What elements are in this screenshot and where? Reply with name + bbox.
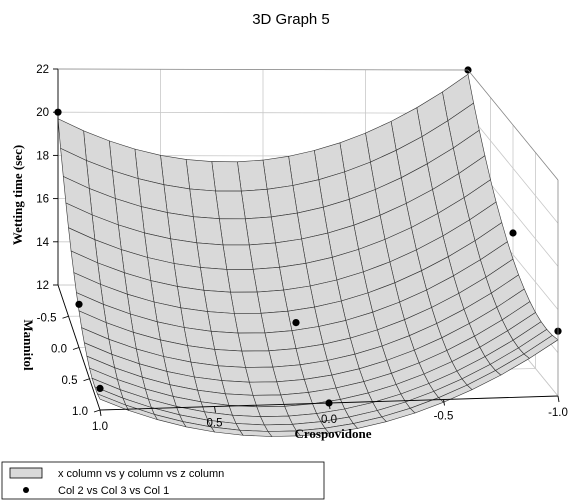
- z-tick-label: 12: [36, 280, 49, 292]
- surface-patch: [230, 291, 262, 314]
- surface-patch: [283, 285, 315, 312]
- legend-box: [1, 461, 325, 500]
- surface-patch: [252, 266, 284, 293]
- surface-patch: [288, 150, 320, 186]
- y-tick-label: 0.5: [62, 375, 78, 387]
- x-tick-mark: [557, 395, 560, 403]
- data-point: [292, 319, 300, 327]
- z-tick-label: 22: [36, 64, 49, 76]
- legend: x column vs y column vs z column Col 2 v…: [1, 461, 325, 500]
- surface-patch: [260, 310, 293, 334]
- surface-patch: [272, 364, 305, 383]
- surface-patch: [189, 188, 220, 220]
- legend-points-label: Col 2 vs Col 3 vs Col 1: [58, 485, 169, 497]
- surface-patch: [256, 405, 290, 418]
- surface-patch: [196, 242, 228, 270]
- axes-frame: 12 14 16 18 20 22 1.0 0.5 0.0 -0.5 1.0 0.5 0.0 -0.5 -1…: [36, 64, 568, 433]
- z-tick-label: 16: [36, 194, 49, 206]
- surface-patch: [192, 216, 224, 246]
- surface-patch: [245, 366, 278, 383]
- surface-patch: [160, 154, 191, 190]
- x-axis-label: Crospovidone: [294, 426, 371, 441]
- surface-patch: [166, 212, 198, 244]
- frame-line: [467, 69, 559, 181]
- data-point: [509, 229, 517, 237]
- data-point: [75, 300, 83, 308]
- surface-patch: [233, 312, 266, 334]
- x-tick-mark: [443, 399, 445, 406]
- x-tick-label: 1.0: [92, 421, 108, 433]
- surface-patch: [170, 238, 201, 268]
- surface-patch: [207, 311, 239, 334]
- y-tick-label: 0.0: [51, 344, 67, 356]
- frame-line: [57, 68, 469, 71]
- surface-patch: [200, 267, 231, 293]
- surface-patch: [248, 242, 280, 270]
- surface-patch: [262, 155, 294, 190]
- x-tick-mark: [99, 409, 102, 417]
- surface-patch: [163, 184, 194, 218]
- z-axis-label: Wetting time (sec): [10, 145, 25, 245]
- x-tick-label: -0.5: [434, 411, 454, 423]
- surface-patch: [237, 332, 270, 352]
- surface-patch: [185, 159, 216, 192]
- chart-title: 3D Graph 5: [252, 11, 330, 28]
- surface-patch: [217, 365, 250, 383]
- surface-patch: [244, 216, 276, 246]
- surface-patch: [224, 393, 258, 408]
- surface-patch: [226, 268, 258, 293]
- z-tick-label: 20: [36, 107, 49, 119]
- surface-patch: [218, 218, 250, 246]
- surface-patch: [270, 212, 302, 244]
- surface-patch: [221, 380, 254, 396]
- surface-patch: [275, 238, 307, 268]
- z-tick-label: 18: [36, 150, 49, 162]
- legend-surface-label: x column vs y column vs z column: [58, 468, 224, 480]
- x-tick-mark: [328, 402, 331, 410]
- y-tick-mark: [72, 347, 80, 350]
- surface-patch: [210, 330, 243, 352]
- x-tick-mark: [214, 406, 216, 413]
- x-tick-label: -1.0: [548, 407, 568, 419]
- surface-patch: [264, 330, 297, 352]
- surface-patch: [215, 190, 246, 220]
- y-tick-mark: [83, 378, 90, 382]
- z-tick-label: 14: [36, 237, 49, 249]
- surface-patch: [279, 262, 311, 291]
- surface-patch: [256, 289, 289, 314]
- x-tick-label: 0.5: [207, 418, 223, 430]
- surface-mesh: [57, 73, 559, 437]
- surface-patch: [248, 381, 282, 396]
- legend-point-marker: [23, 487, 29, 493]
- y-axis-label: Mannitol: [21, 319, 36, 371]
- surface-patch: [237, 159, 268, 192]
- legend-surface-swatch: [9, 467, 43, 479]
- surface-patch: [96, 393, 130, 411]
- surface-patch: [240, 188, 272, 220]
- data-point: [96, 384, 104, 392]
- y-tick-mark: [62, 315, 69, 319]
- surface-patch: [203, 289, 235, 314]
- surface-patch: [260, 415, 293, 426]
- surface-patch: [268, 348, 301, 368]
- surface-patch: [266, 185, 298, 218]
- y-tick-label: 1.0: [72, 406, 88, 418]
- y-tick-mark: [93, 409, 101, 413]
- surface-patch: [222, 244, 254, 270]
- surface-patch: [214, 349, 246, 368]
- surface-patch: [241, 350, 274, 368]
- surface-patch: [211, 161, 242, 192]
- y-tick-label: -0.5: [37, 312, 57, 324]
- surface-patch: [263, 423, 297, 432]
- x-tick-label: 0.0: [321, 414, 337, 426]
